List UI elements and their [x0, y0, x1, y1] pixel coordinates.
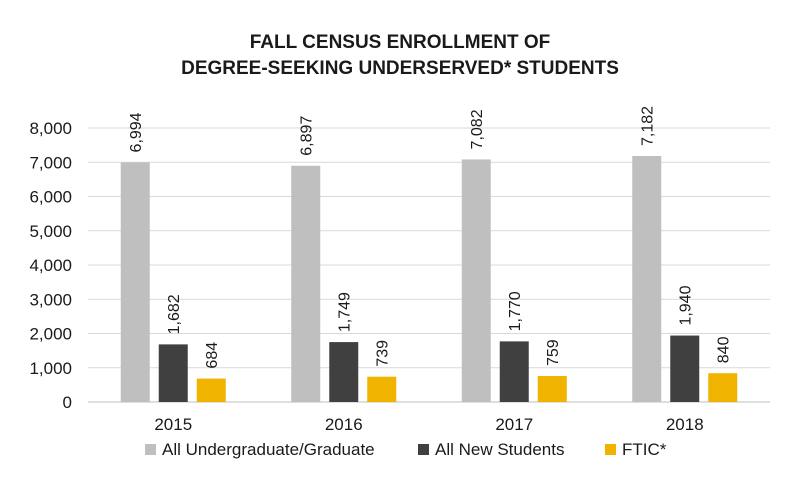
bar-all-undergraduate-graduate-2016 — [291, 165, 321, 402]
data-label: 1,770 — [507, 291, 524, 331]
bar-all-undergraduate-graduate-2017 — [461, 159, 491, 402]
legend-swatch — [605, 444, 616, 455]
data-label: 1,682 — [166, 294, 183, 334]
y-axis-ticks: 0 1,000 2,000 3,000 4,000 5,000 6,000 7,000 8,00… — [29, 119, 72, 412]
x-category-label: 2016 — [325, 415, 363, 434]
data-label: 1,940 — [678, 285, 695, 325]
y-tick-label: 4,000 — [29, 256, 72, 275]
bar-all-new-students-2018 — [670, 335, 700, 402]
y-tick-label: 2,000 — [29, 325, 72, 344]
data-label: 739 — [375, 340, 392, 367]
legend-label: All Undergraduate/Graduate — [162, 440, 375, 459]
data-label: 684 — [204, 342, 221, 369]
x-category-label: 2018 — [666, 415, 704, 434]
y-tick-label: 6,000 — [29, 188, 72, 207]
chart-title-line-2: DEGREE-SEEKING UNDERSERVED* STUDENTS — [181, 58, 619, 79]
legend-swatch — [418, 444, 429, 455]
y-tick-label: 7,000 — [29, 153, 72, 172]
gridlines — [88, 127, 770, 403]
data-label: 759 — [545, 339, 562, 366]
legend: All Undergraduate/Graduate All New Studen… — [145, 440, 667, 459]
bar-ftic-2015 — [196, 378, 226, 402]
bar-all-undergraduate-graduate-2018 — [632, 156, 662, 402]
y-tick-label: 8,000 — [29, 119, 72, 138]
y-tick-label: 0 — [63, 393, 72, 412]
data-label: 7,182 — [640, 106, 657, 146]
data-label: 1,749 — [337, 292, 354, 332]
legend-label: FTIC* — [622, 440, 667, 459]
bar-ftic-2017 — [537, 376, 567, 402]
x-category-label: 2017 — [495, 415, 533, 434]
bar-ftic-2018 — [708, 373, 738, 402]
x-axis-categories: 2015 2016 2017 2018 — [154, 415, 703, 434]
data-label: 7,082 — [469, 109, 486, 149]
y-tick-label: 3,000 — [29, 290, 72, 309]
data-label: 6,897 — [299, 116, 316, 156]
y-tick-label: 5,000 — [29, 222, 72, 241]
y-tick-label: 1,000 — [29, 359, 72, 378]
bar-ftic-2016 — [367, 376, 397, 402]
bar-all-new-students-2015 — [158, 344, 188, 402]
chart-title-line-1: FALL CENSUS ENROLLMENT OF — [250, 32, 550, 53]
legend-label: All New Students — [435, 440, 564, 459]
bars — [120, 156, 738, 402]
data-label: 840 — [716, 336, 733, 363]
bar-all-new-students-2017 — [499, 341, 529, 402]
data-labels: 6,994 1,682 684 6,897 1,749 739 7,082 1,770 759 7… — [128, 106, 733, 369]
bar-all-undergraduate-graduate-2015 — [120, 162, 150, 402]
legend-swatch — [145, 444, 156, 455]
data-label: 6,994 — [128, 112, 145, 152]
bar-all-new-students-2016 — [329, 342, 359, 402]
x-category-label: 2015 — [154, 415, 192, 434]
